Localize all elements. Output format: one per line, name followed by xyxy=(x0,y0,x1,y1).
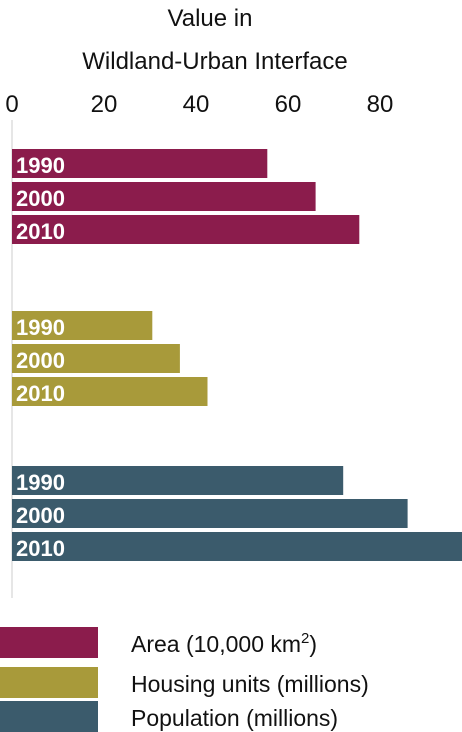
x-axis-ticks: 0 20 40 60 80 xyxy=(5,91,393,118)
x-axis-title-line-2: Wildland-Urban Interface xyxy=(82,48,347,75)
bar xyxy=(12,377,208,406)
bar-category-label: 2010 xyxy=(16,219,65,244)
bar-category-label: 2000 xyxy=(16,186,65,211)
bar xyxy=(12,215,360,244)
bar-category-label: 1990 xyxy=(16,153,65,178)
bar xyxy=(12,344,180,373)
bar-category-label: 2000 xyxy=(16,503,65,528)
legend-swatch xyxy=(0,627,98,658)
bar xyxy=(12,311,153,340)
bars: 1990 2000 2010 1990 2000 2010 1990 2000 2010 xyxy=(12,149,462,561)
bar xyxy=(12,149,268,178)
bar-category-label: 1990 xyxy=(16,315,65,340)
bar-category-label: 2010 xyxy=(16,536,65,561)
bar xyxy=(12,532,462,561)
bar-category-label: 2010 xyxy=(16,381,65,406)
x-tick-label: 60 xyxy=(275,91,302,118)
legend-label: Population (millions) xyxy=(131,705,338,731)
x-tick-label: 0 xyxy=(5,91,18,118)
x-tick-label: 20 xyxy=(91,91,118,118)
x-tick-label: 80 xyxy=(367,91,394,118)
bar xyxy=(12,182,316,211)
x-tick-label: 40 xyxy=(183,91,210,118)
bar xyxy=(12,499,408,528)
legend-swatch xyxy=(0,667,98,698)
legend-label: Area (10,000 km2) xyxy=(131,630,317,657)
legend: Area (10,000 km2) Housing units (millions… xyxy=(0,627,369,732)
bar-category-label: 2000 xyxy=(16,348,65,373)
bar xyxy=(12,466,344,495)
legend-label: Housing units (millions) xyxy=(131,671,369,697)
bar-category-label: 1990 xyxy=(16,470,65,495)
x-axis-title-line-1: Value in xyxy=(168,5,253,32)
legend-swatch xyxy=(0,701,98,732)
